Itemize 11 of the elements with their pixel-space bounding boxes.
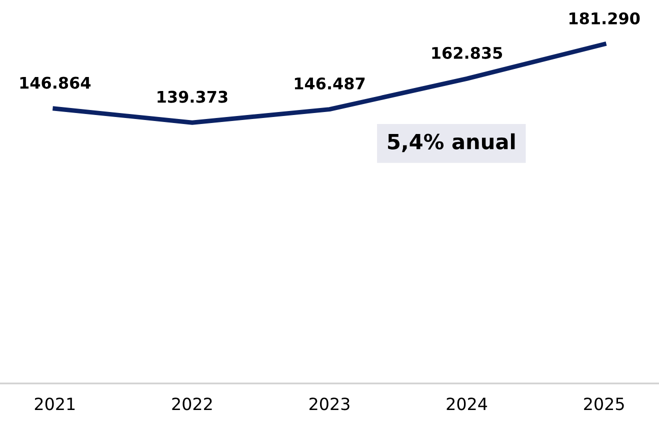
data-label: 162.835 [432, 46, 502, 59]
x-tick-label: 2024 [446, 398, 488, 410]
data-label: 139.373 [158, 90, 228, 103]
data-label: 181.290 [570, 12, 640, 24]
text: 5,4% anual [388, 133, 515, 152]
x-tick-label: 2023 [310, 398, 350, 410]
x-tick-label: 2025 [584, 398, 624, 410]
x-tick-label: 2021 [34, 398, 75, 410]
data-label: 146.487 [294, 77, 365, 90]
x-tick-label: 2022 [172, 398, 212, 410]
data-label: 146.864 [20, 76, 91, 89]
